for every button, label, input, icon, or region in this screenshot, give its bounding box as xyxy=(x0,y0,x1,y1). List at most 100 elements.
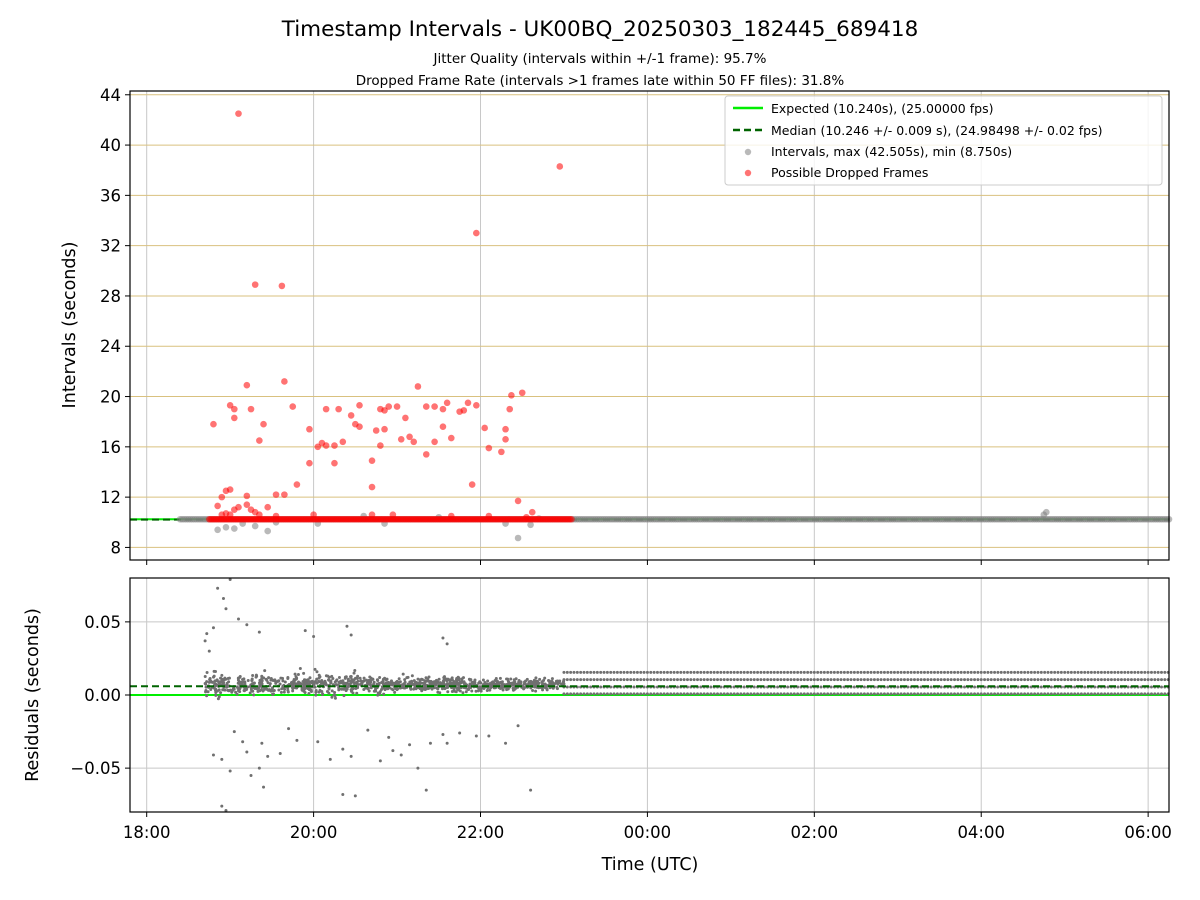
residual-point xyxy=(595,670,599,674)
residual-point xyxy=(802,692,806,696)
residual-point xyxy=(996,678,1000,682)
residual-point xyxy=(1063,670,1067,674)
residual-point xyxy=(929,692,933,696)
residual-point xyxy=(382,692,386,696)
residual-point xyxy=(312,635,316,638)
residual-point xyxy=(866,678,870,682)
residual-point xyxy=(919,685,923,689)
residual-point xyxy=(534,676,538,680)
residual-point xyxy=(655,692,659,696)
residual-point xyxy=(341,792,345,796)
residual-point xyxy=(819,670,823,674)
dropped-frame-point xyxy=(243,492,251,500)
residual-point xyxy=(508,681,512,685)
residual-point xyxy=(1126,670,1130,674)
legend-dropped-marker xyxy=(744,169,752,177)
residual-point xyxy=(345,687,349,691)
residual-point xyxy=(399,753,403,757)
residual-point xyxy=(1049,670,1053,674)
residual-point xyxy=(802,670,806,674)
residual-point xyxy=(1029,692,1033,696)
residual-point xyxy=(1036,678,1040,682)
residual-point xyxy=(932,670,936,674)
residual-point xyxy=(789,692,793,696)
residual-point xyxy=(1073,678,1077,682)
y-tick-label: 44 xyxy=(100,86,121,105)
residual-point xyxy=(635,670,639,674)
residual-point xyxy=(298,667,302,671)
residual-point xyxy=(969,692,973,696)
residual-point xyxy=(1099,692,1103,696)
residual-point xyxy=(1073,692,1077,696)
residual-point xyxy=(852,692,856,696)
residual-point xyxy=(248,691,252,695)
residual-point xyxy=(212,686,216,690)
residual-point xyxy=(1013,670,1017,674)
dropped-frame-point xyxy=(377,442,384,449)
residual-point xyxy=(282,690,286,694)
residual-point xyxy=(221,596,225,600)
residual-point xyxy=(1126,692,1130,696)
residual-point xyxy=(1029,670,1033,674)
residual-point xyxy=(362,688,366,692)
residual-point xyxy=(471,682,475,686)
dropped-frame-point xyxy=(339,438,347,446)
residual-point xyxy=(862,678,866,682)
residual-point xyxy=(969,670,973,674)
residual-point xyxy=(1106,692,1110,696)
residual-point xyxy=(819,685,823,689)
residual-point xyxy=(423,683,427,687)
residual-point xyxy=(257,630,261,634)
dropped-frame-point xyxy=(368,511,376,519)
dropped-frame-point xyxy=(264,503,271,511)
dropped-frame-point xyxy=(331,442,338,449)
residual-point xyxy=(420,689,424,693)
dropped-frame-point xyxy=(410,438,418,446)
residual-point xyxy=(886,670,890,674)
legend-median-label: Median (10.246 +/- 0.009 s), (24.98498 +… xyxy=(771,123,1102,138)
residual-point xyxy=(220,757,224,761)
residual-point xyxy=(1016,685,1020,689)
residual-point xyxy=(1103,692,1107,696)
residual-point xyxy=(716,678,720,682)
residual-point xyxy=(514,677,518,681)
residual-point xyxy=(1153,670,1157,674)
residual-point xyxy=(1039,670,1043,674)
residual-point xyxy=(999,678,1003,682)
residual-point xyxy=(1019,678,1023,682)
residual-point xyxy=(822,678,826,682)
residual-point xyxy=(1063,692,1067,696)
residual-point xyxy=(1109,670,1113,674)
residual-point xyxy=(486,679,490,683)
residual-point xyxy=(726,678,730,682)
dropped-frame-point xyxy=(235,503,242,511)
dropped-frame-point xyxy=(272,512,280,520)
residual-point xyxy=(278,752,282,755)
residual-point xyxy=(427,675,431,679)
dropped-frame-point xyxy=(347,412,355,419)
residual-point xyxy=(919,692,923,696)
residual-point xyxy=(776,678,780,682)
residual-point xyxy=(619,692,623,696)
residual-point xyxy=(752,670,756,674)
residual-point xyxy=(1076,670,1080,674)
residual-point xyxy=(243,680,247,684)
residual-point xyxy=(448,679,452,683)
residual-point xyxy=(782,678,786,682)
dropped-frame-point xyxy=(256,437,263,444)
residual-point xyxy=(842,670,846,674)
residual-point xyxy=(354,681,358,685)
residual-point xyxy=(819,678,823,682)
dropped-frame-point xyxy=(468,481,476,488)
residual-point xyxy=(746,670,750,674)
residual-point xyxy=(599,670,603,674)
residual-point xyxy=(478,688,482,692)
residual-point xyxy=(330,695,334,699)
residual-point xyxy=(789,678,793,682)
residual-point xyxy=(702,670,706,674)
residual-point xyxy=(351,687,355,691)
dropped-frame-point xyxy=(568,515,575,523)
residual-point xyxy=(208,676,212,680)
residual-point xyxy=(615,678,619,682)
residual-point xyxy=(685,678,689,682)
